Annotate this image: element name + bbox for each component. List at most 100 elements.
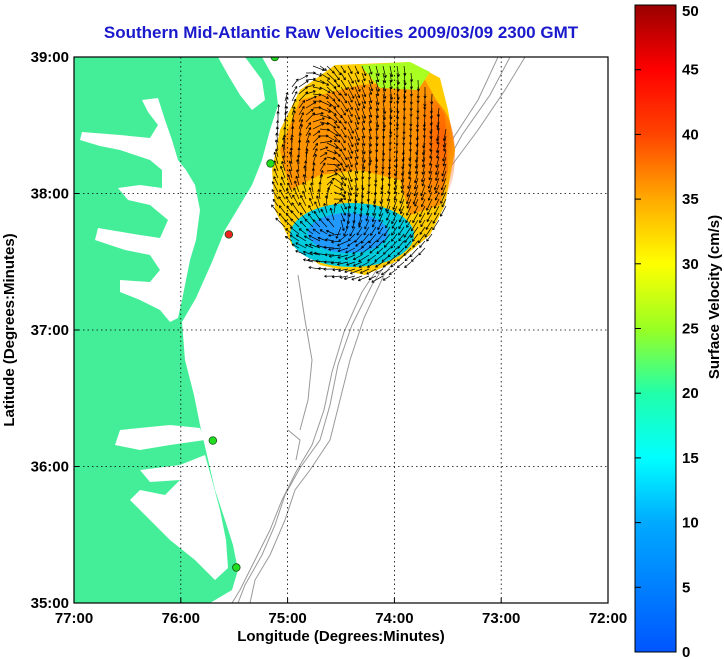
velocity-arrow bbox=[347, 177, 353, 191]
velocity-arrow bbox=[324, 274, 335, 278]
velocity-patch-green bbox=[360, 62, 430, 90]
radar-station-active bbox=[232, 563, 241, 572]
velocity-arrow bbox=[326, 142, 339, 149]
velocity-arrow bbox=[331, 275, 342, 279]
velocity-arrow bbox=[298, 105, 305, 116]
velocity-arrow bbox=[351, 275, 363, 281]
velocity-arrow bbox=[333, 79, 340, 88]
velocity-arrow bbox=[379, 198, 384, 210]
velocity-arrow bbox=[354, 72, 360, 83]
velocity-arrow bbox=[340, 156, 348, 168]
velocity-arrow bbox=[354, 142, 359, 153]
velocity-arrow bbox=[307, 258, 321, 263]
velocity-arrow bbox=[340, 100, 349, 112]
velocity-arrow bbox=[417, 233, 426, 244]
velocity-arrow bbox=[312, 72, 322, 77]
velocity-arrow bbox=[319, 72, 331, 80]
velocity-arrow bbox=[347, 107, 353, 117]
velocity-arrow bbox=[427, 205, 433, 215]
velocity-arrow bbox=[406, 184, 412, 197]
velocity-arrow bbox=[286, 188, 293, 200]
velocity-arrow bbox=[443, 142, 447, 152]
velocity-arrow bbox=[421, 156, 426, 168]
velocity-arrow bbox=[298, 119, 304, 130]
velocity-arrow bbox=[366, 268, 377, 275]
velocity-arrow bbox=[347, 128, 354, 140]
velocity-arrow bbox=[354, 121, 359, 131]
velocity-arrow bbox=[390, 261, 398, 268]
colorbar-gradient bbox=[634, 4, 677, 653]
velocity-arrow bbox=[312, 148, 318, 158]
velocity-arrow bbox=[382, 93, 386, 103]
velocity-arrow bbox=[420, 198, 426, 208]
velocity-arrow bbox=[326, 181, 333, 193]
velocity-arrow bbox=[290, 218, 300, 228]
velocity-arrow bbox=[398, 212, 405, 223]
velocity-arrow bbox=[410, 254, 419, 262]
velocity-arrow bbox=[435, 142, 440, 154]
velocity-arrow bbox=[429, 142, 433, 152]
velocity-arrow bbox=[418, 247, 426, 256]
velocity-arrow bbox=[319, 107, 332, 113]
velocity-arrow bbox=[441, 170, 447, 182]
velocity-arrow bbox=[358, 261, 370, 268]
velocity-arrow bbox=[428, 163, 433, 174]
velocity-arrow bbox=[354, 170, 359, 181]
hf-radar-stations bbox=[208, 57, 279, 572]
velocity-arrow bbox=[333, 128, 341, 137]
velocity-arrow bbox=[360, 233, 370, 244]
velocity-arrow bbox=[295, 175, 300, 186]
velocity-arrow bbox=[349, 268, 363, 275]
velocity-arrow bbox=[307, 213, 314, 221]
velocity-arrow bbox=[361, 100, 366, 109]
velocity-arrow bbox=[340, 163, 346, 172]
velocity-arrow bbox=[319, 229, 328, 235]
velocity-arrow bbox=[337, 240, 349, 247]
velocity-arrow bbox=[340, 72, 346, 81]
velocity-arrow bbox=[347, 191, 352, 202]
velocity-arrow bbox=[320, 208, 328, 221]
velocity-arrow bbox=[312, 130, 321, 137]
velocity-arrow bbox=[361, 86, 367, 98]
colorbar-tick-label: 40 bbox=[682, 126, 699, 143]
velocity-arrow bbox=[279, 165, 286, 179]
velocity-arrow bbox=[347, 65, 353, 74]
velocity-arrow bbox=[305, 90, 316, 95]
velocity-arrow bbox=[432, 212, 440, 224]
velocity-arrow bbox=[349, 226, 356, 237]
velocity-arrow bbox=[312, 117, 325, 123]
velocity-arrow bbox=[275, 217, 286, 228]
velocity-arrow bbox=[419, 226, 426, 235]
velocity-field bbox=[271, 62, 455, 283]
velocity-arrow bbox=[305, 139, 310, 151]
velocity-arrow bbox=[299, 220, 307, 228]
velocity-arrow bbox=[353, 261, 363, 267]
radar-station-offline bbox=[224, 230, 234, 239]
velocity-arrow bbox=[351, 219, 356, 229]
velocity-arrow bbox=[333, 163, 342, 171]
velocity-arrow bbox=[400, 177, 405, 189]
velocity-arrow bbox=[426, 212, 433, 222]
colorbar-tick-label: 35 bbox=[682, 191, 699, 208]
velocity-arrow bbox=[347, 163, 352, 173]
velocity-arrow bbox=[347, 135, 354, 148]
velocity-arrow bbox=[294, 180, 300, 193]
velocity-arrow bbox=[365, 205, 370, 216]
colorbar-tick-label: 45 bbox=[682, 62, 699, 79]
velocity-arrow bbox=[354, 93, 361, 106]
y-axis-label: Latitude (Degrees:Minutes) bbox=[1, 233, 18, 426]
velocity-arrow bbox=[289, 226, 300, 235]
velocity-arrow bbox=[400, 184, 405, 194]
velocity-arrow bbox=[312, 228, 321, 235]
velocity-arrow bbox=[298, 132, 302, 144]
velocity-arrow bbox=[316, 195, 321, 207]
velocity-arrow bbox=[361, 65, 367, 77]
velocity-arrow bbox=[291, 126, 295, 137]
velocity-arrow bbox=[354, 156, 359, 166]
velocity-arrow bbox=[296, 154, 300, 165]
velocity-arrow bbox=[367, 254, 377, 262]
velocity-arrow bbox=[392, 198, 398, 210]
velocity-arrow bbox=[433, 198, 440, 209]
radar-station-active bbox=[208, 436, 218, 445]
